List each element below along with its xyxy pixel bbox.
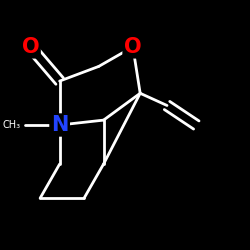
Text: N: N <box>51 115 68 135</box>
Text: O: O <box>124 37 142 57</box>
Text: CH₃: CH₃ <box>2 120 21 130</box>
Text: O: O <box>22 37 39 57</box>
